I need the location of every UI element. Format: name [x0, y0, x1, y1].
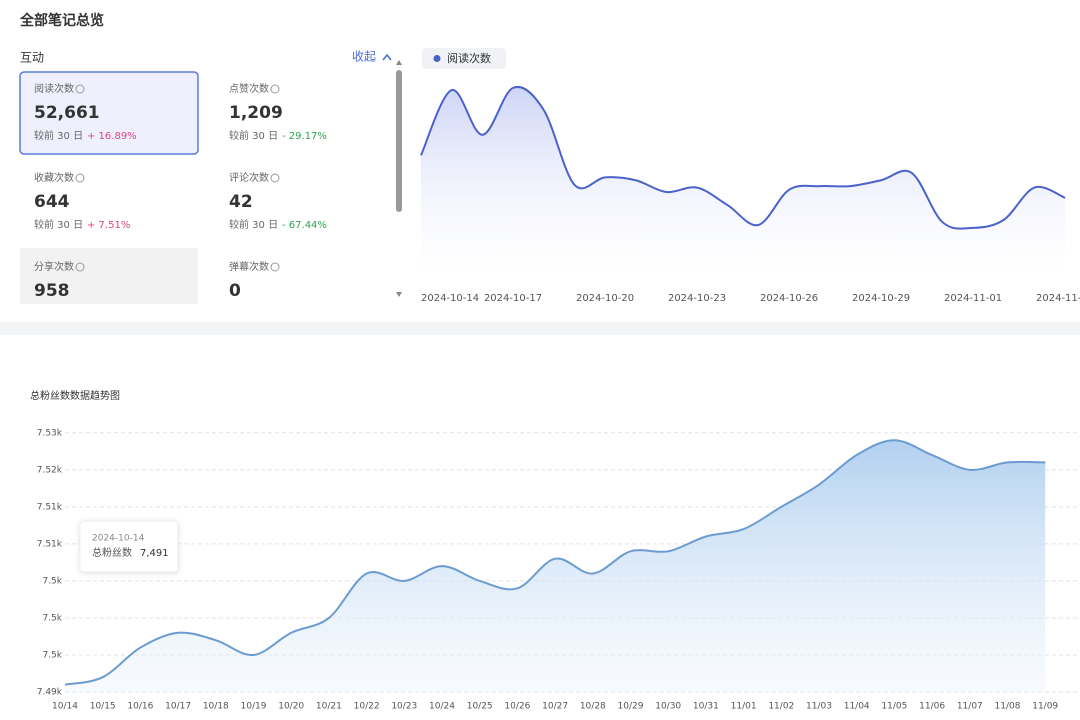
metric-compare: 较前 30 日 [34, 129, 83, 142]
y-tick-label: 7.5k [42, 576, 62, 586]
page-title: 全部笔记总览 [19, 12, 104, 29]
y-tick-label: 7.51k [37, 502, 63, 512]
series-line [420, 85, 1066, 230]
x-tick-label: 11/05 [881, 702, 907, 712]
metric-value: 52,661 [34, 103, 100, 123]
y-tick-label: 7.49k [37, 688, 63, 698]
metric-card [20, 248, 198, 304]
help-icon [270, 84, 280, 94]
scroll-down[interactable] [396, 292, 402, 297]
x-tick-label: 11/09 [1032, 702, 1058, 712]
metric-value: 644 [34, 192, 70, 212]
collapse-button[interactable]: 收起 [352, 50, 376, 64]
x-tick-label: 10/19 [241, 702, 267, 712]
help-icon [75, 173, 85, 183]
series-line [64, 439, 1046, 686]
x-tick-label: 10/25 [467, 702, 493, 712]
chart-title: 总粉丝数数据趋势图 [30, 389, 120, 402]
x-tick-label: 10/28 [580, 702, 606, 712]
x-tick-label: 10/26 [504, 702, 530, 712]
metric-label: 分享次数 [34, 260, 74, 273]
legend [422, 48, 506, 69]
plots: 2024-10-14 2024-10-17 2024-10-20 2024-10-23… [37, 85, 1080, 712]
x-tick-label: 10/18 [203, 702, 229, 712]
x-tick-label: 10/31 [693, 702, 719, 712]
metric-value: 958 [34, 281, 70, 301]
x-tick-label: 10/27 [542, 702, 568, 712]
x-tick-label: 11/02 [768, 702, 794, 712]
metric-value: 42 [229, 192, 253, 212]
x-tick-label: 2024-10-29 [852, 293, 910, 304]
tooltip-title: 2024-10-14 [92, 534, 145, 544]
tooltip-value: 7,491 [140, 548, 169, 559]
y-tick-label: 7.5k [42, 650, 62, 660]
tooltip-name: 总粉丝数 [92, 546, 132, 559]
metric-label: 评论次数 [229, 171, 269, 184]
x-tick-label: 2024-11-01 [944, 293, 1002, 304]
metric-value: 0 [229, 281, 241, 301]
y-tick-label: 7.51k [37, 539, 63, 549]
collapse-icon [382, 53, 392, 61]
tooltip [79, 520, 179, 573]
x-tick-label: 10/21 [316, 702, 342, 712]
metric-change: - 29.17% [282, 131, 327, 142]
y-tick-label: 7.52k [37, 465, 63, 475]
x-tick-label: 11/08 [995, 702, 1021, 712]
metric-value: 1,209 [229, 103, 283, 123]
x-tick-label: 2024-10-26 [760, 293, 818, 304]
x-tick-label: 10/29 [618, 702, 644, 712]
help-icon [270, 262, 280, 272]
metric-compare: 较前 30 日 [229, 129, 278, 142]
metric-change: + 7.51% [87, 220, 130, 231]
x-tick-label: 2024-11-04 [1036, 293, 1080, 304]
metric-change: + 16.89% [87, 131, 137, 142]
y-tick-label: 7.53k [37, 428, 63, 438]
x-tick-label: 2024-10-20 [576, 293, 634, 304]
legend-label: 阅读次数 [447, 51, 491, 65]
x-tick-label: 11/06 [919, 702, 945, 712]
y-tick-label: 7.5k [42, 613, 62, 623]
x-tick-label: 10/30 [655, 702, 681, 712]
metric-label: 阅读次数 [34, 82, 74, 95]
x-tick-label: 10/22 [354, 702, 380, 712]
separator [0, 322, 1080, 335]
metric-label: 收藏次数 [34, 171, 74, 184]
x-tick-label: 10/14 [52, 702, 78, 712]
x-tick-label: 10/24 [429, 702, 455, 712]
help-icon [75, 84, 85, 94]
scrollbar-thumb[interactable] [396, 70, 402, 212]
area-fill [65, 440, 1046, 692]
section-label: 互动 [20, 51, 44, 65]
metric-compare: 较前 30 日 [34, 218, 83, 231]
x-tick-label: 10/16 [127, 702, 153, 712]
x-tick-label: 11/07 [957, 702, 983, 712]
x-tick-label: 10/20 [278, 702, 304, 712]
metric-compare: 较前 30 日 [229, 218, 278, 231]
x-tick-label: 11/04 [844, 702, 870, 712]
x-tick-label: 11/03 [806, 702, 832, 712]
metric-label: 弹幕次数 [229, 260, 269, 273]
x-tick-label: 10/23 [391, 702, 417, 712]
help-icon [270, 173, 280, 183]
x-tick-label: 2024-10-14 [421, 293, 479, 304]
scroll-up[interactable] [396, 60, 402, 65]
metric-change: - 67.44% [282, 220, 327, 231]
x-tick-label: 2024-10-23 [668, 293, 726, 304]
x-tick-label: 10/15 [90, 702, 116, 712]
x-tick-label: 10/17 [165, 702, 191, 712]
x-tick-label: 11/01 [731, 702, 757, 712]
metric-label: 点赞次数 [229, 82, 269, 95]
metric-cards: 阅读次数 52,661 较前 30 日 + 16.89% 点赞次数 1,209 较前 30 … [19, 71, 327, 304]
help-icon [75, 262, 85, 272]
area-fill [421, 86, 1066, 280]
x-tick-label: 2024-10-17 [484, 293, 542, 304]
legend-dot [433, 55, 441, 62]
metric-card-selected[interactable] [19, 71, 199, 155]
